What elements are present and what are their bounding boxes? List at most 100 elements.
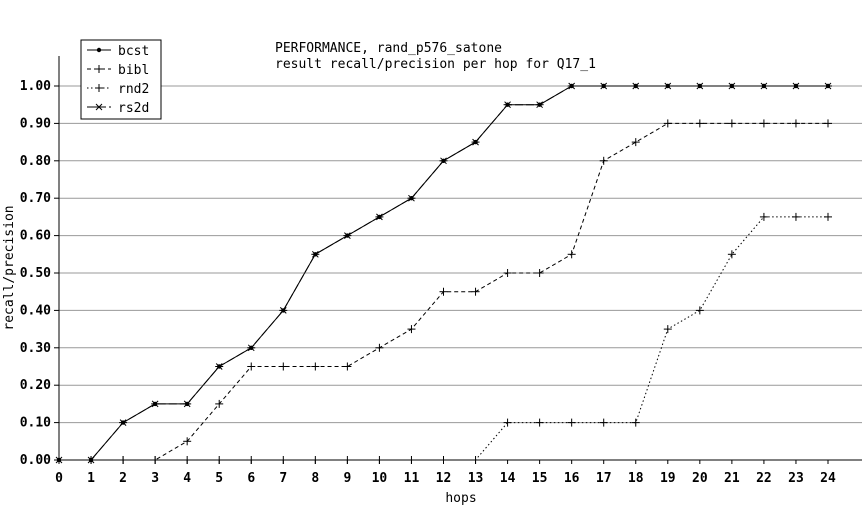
data-point-rnd2 bbox=[631, 418, 640, 427]
x-tick-label: 2 bbox=[119, 471, 127, 486]
data-point-rs2d bbox=[55, 456, 63, 464]
x-tick-label: 12 bbox=[436, 471, 452, 486]
data-point-rnd2 bbox=[599, 418, 608, 427]
y-tick-label: 1.00 bbox=[20, 79, 51, 94]
x-tick-label: 16 bbox=[564, 471, 580, 486]
gridlines bbox=[59, 85, 862, 424]
data-point-bibl bbox=[343, 362, 352, 371]
data-point-rs2d bbox=[151, 400, 160, 408]
data-point-rnd2 bbox=[311, 456, 320, 464]
data-point-rnd2 bbox=[279, 456, 288, 464]
data-point-bibl bbox=[375, 343, 384, 352]
data-point-rnd2 bbox=[439, 456, 448, 464]
y-tick-label: 0.50 bbox=[20, 266, 51, 281]
data-point-rs2d bbox=[215, 363, 224, 370]
legend: bcst bibl rnd2 rs2d bbox=[80, 39, 162, 120]
legend-marker-rs2d bbox=[95, 103, 103, 111]
legend-marker-bibl bbox=[95, 65, 103, 73]
data-point-rs2d bbox=[87, 456, 96, 464]
x-tick-label: 5 bbox=[215, 471, 223, 486]
x-tick-label: 7 bbox=[279, 471, 287, 486]
data-point-rnd2 bbox=[535, 418, 544, 427]
x-tick-label: 21 bbox=[724, 471, 740, 486]
data-point-bibl bbox=[439, 287, 448, 296]
data-point-rs2d bbox=[631, 82, 640, 90]
x-tick-label: 1 bbox=[87, 471, 95, 486]
data-point-bibl bbox=[407, 325, 416, 334]
data-point-rs2d bbox=[375, 213, 384, 221]
series-lines bbox=[55, 82, 832, 464]
data-point-bibl bbox=[631, 138, 640, 147]
data-point-rs2d bbox=[727, 82, 736, 90]
x-tick-label: 14 bbox=[500, 471, 516, 486]
data-point-rs2d bbox=[343, 232, 352, 239]
data-point-rs2d bbox=[503, 101, 512, 109]
series-line-rnd2 bbox=[59, 216, 828, 461]
data-point-rnd2 bbox=[343, 456, 352, 464]
data-point-rnd2 bbox=[824, 212, 832, 221]
data-point-rs2d bbox=[439, 157, 448, 165]
y-tick-label: 0.00 bbox=[20, 453, 51, 468]
x-tick-label: 8 bbox=[311, 471, 319, 486]
data-point-rnd2 bbox=[567, 418, 576, 427]
legend-label-bibl: bibl bbox=[118, 63, 149, 78]
data-point-bibl bbox=[824, 119, 832, 128]
y-tick-label: 0.20 bbox=[20, 378, 51, 393]
legend-marker-rnd2 bbox=[95, 84, 103, 92]
y-tick-label: 0.40 bbox=[20, 303, 51, 318]
data-point-rs2d bbox=[824, 82, 832, 90]
data-point-rs2d bbox=[407, 194, 416, 202]
data-point-bibl bbox=[535, 269, 544, 277]
x-axis-title: hops bbox=[445, 491, 476, 506]
y-tick-label: 0.60 bbox=[20, 229, 51, 244]
data-point-rs2d bbox=[247, 344, 256, 352]
data-point-rnd2 bbox=[727, 250, 736, 259]
x-tick-label: 22 bbox=[756, 471, 772, 486]
legend-label-bcst: bcst bbox=[118, 44, 149, 59]
data-point-bibl bbox=[727, 119, 736, 128]
data-point-bibl bbox=[503, 269, 512, 277]
data-point-rs2d bbox=[279, 307, 288, 314]
data-point-rs2d bbox=[471, 138, 480, 146]
y-tick-label: 0.90 bbox=[20, 116, 51, 131]
legend-label-rnd2: rnd2 bbox=[118, 82, 149, 97]
data-point-rs2d bbox=[663, 82, 672, 90]
x-tick-label: 11 bbox=[404, 471, 420, 486]
x-tick-label: 4 bbox=[183, 471, 191, 486]
data-point-rnd2 bbox=[151, 456, 160, 464]
legend-box bbox=[80, 39, 162, 120]
data-point-rnd2 bbox=[407, 456, 416, 464]
data-point-rs2d bbox=[791, 82, 800, 90]
chart-subtitle: result recall/precision per hop for Q17_… bbox=[275, 57, 596, 72]
x-tick-label: 6 bbox=[247, 471, 255, 486]
x-tick-label: 13 bbox=[468, 471, 484, 486]
data-point-rs2d bbox=[119, 419, 128, 426]
data-point-rnd2 bbox=[503, 418, 512, 427]
y-tick-label: 0.10 bbox=[20, 416, 51, 431]
data-point-rs2d bbox=[695, 82, 704, 90]
data-point-bibl bbox=[247, 362, 256, 371]
data-point-bibl bbox=[663, 119, 672, 128]
x-tick-label: 24 bbox=[820, 471, 836, 486]
data-point-bibl bbox=[599, 156, 608, 165]
data-point-rnd2 bbox=[759, 212, 768, 221]
y-tick-label: 0.70 bbox=[20, 191, 51, 206]
x-tick-label: 0 bbox=[55, 471, 63, 486]
data-point-bibl bbox=[183, 437, 192, 446]
data-point-bibl bbox=[759, 119, 768, 128]
chart-title: PERFORMANCE, rand_p576_satone bbox=[275, 41, 502, 56]
data-point-rs2d bbox=[183, 400, 192, 408]
data-point-bibl bbox=[279, 362, 288, 371]
x-tick-label: 3 bbox=[151, 471, 159, 486]
x-tick-label: 9 bbox=[343, 471, 351, 486]
data-point-rnd2 bbox=[471, 456, 480, 464]
data-point-bibl bbox=[567, 250, 576, 259]
data-point-rs2d bbox=[311, 250, 320, 258]
data-point-bibl bbox=[311, 362, 320, 371]
data-point-rs2d bbox=[599, 82, 608, 90]
y-tick-label: 0.30 bbox=[20, 341, 51, 356]
legend-label-rs2d: rs2d bbox=[118, 101, 149, 116]
data-point-rnd2 bbox=[247, 456, 256, 464]
x-tick-label: 19 bbox=[660, 471, 676, 486]
